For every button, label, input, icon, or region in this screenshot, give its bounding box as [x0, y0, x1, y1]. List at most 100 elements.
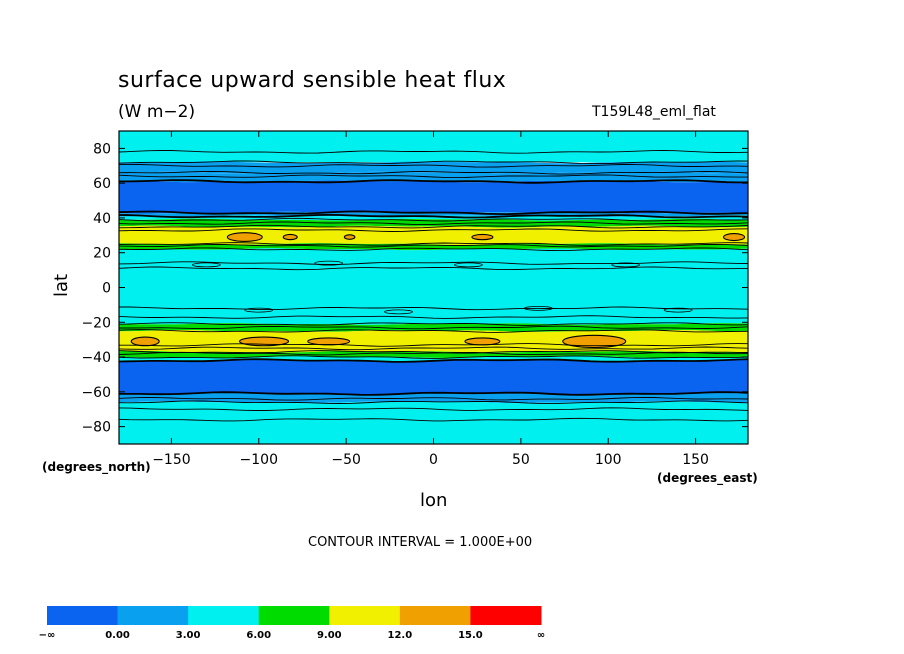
y-tick-label: −20: [81, 315, 111, 331]
contour-line: [119, 221, 748, 226]
chart-title: surface upward sensible heat flux: [118, 68, 507, 93]
contour-band: [119, 401, 748, 444]
contour-line: [119, 346, 748, 351]
contour-line: [119, 247, 748, 252]
warm-spot: [464, 337, 501, 346]
contour-lines: [119, 150, 748, 422]
contour-loop: [454, 262, 483, 268]
contour-line: [119, 325, 748, 330]
contour-line: [119, 417, 748, 422]
colorbar-label: ∞: [537, 630, 545, 641]
x-tick-label: −100: [240, 452, 278, 468]
contour-line: [119, 329, 748, 333]
x-tick-label: −50: [331, 452, 361, 468]
contour-loop: [523, 305, 553, 311]
contour-line: [119, 228, 748, 232]
contour-band: [119, 180, 748, 214]
x-units-label: (degrees_east): [657, 471, 758, 485]
colorbar-label: 15.0: [458, 630, 483, 641]
contour-loop: [314, 260, 344, 266]
contour-line: [119, 306, 748, 311]
contour-line: [119, 242, 748, 246]
contour-line: [119, 213, 748, 219]
y-tick-label: 60: [93, 176, 111, 192]
warm-spot: [307, 337, 351, 346]
colorbar-label: −∞: [39, 630, 56, 641]
x-tick-label: 100: [595, 452, 622, 468]
contour-line: [119, 160, 748, 165]
y-tick-label: 0: [102, 281, 111, 297]
warm-spot: [722, 233, 746, 242]
run-name: T159L48_eml_flat: [592, 104, 716, 120]
colorbar-label: 6.00: [246, 630, 271, 641]
contour-loop: [191, 262, 221, 268]
warm-spot: [226, 232, 263, 242]
contour-loop: [611, 262, 641, 268]
contour-line: [119, 243, 748, 248]
y-tick-label: 40: [93, 211, 111, 227]
colorbar-swatch: [47, 606, 119, 625]
contour-interval: CONTOUR INTERVAL = 1.000E+00: [308, 535, 533, 550]
colorbar-swatch: [329, 606, 401, 625]
contour-line: [119, 210, 748, 216]
contour-line: [119, 391, 748, 396]
contour-line: [119, 396, 748, 401]
colorbar-label: 9.00: [317, 630, 342, 641]
contour-line: [119, 315, 748, 319]
filled-contours: [119, 131, 748, 444]
colorbar-swatch: [117, 606, 189, 625]
colorbar-swatch: [470, 606, 542, 625]
x-axis-label: lon: [420, 490, 448, 511]
warm-spot: [471, 233, 494, 241]
colorbar-swatch: [188, 606, 260, 625]
contour-line: [119, 400, 748, 405]
contour-loop: [384, 309, 413, 315]
y-tick-label: 20: [93, 246, 111, 262]
colorbar: −∞ 0.00 3.00 6.00 9.00 12.0 15.0 ∞: [39, 606, 545, 641]
warm-spots: [130, 232, 746, 349]
y-tick-label: −80: [81, 420, 111, 436]
contour-line: [119, 358, 748, 363]
contour-band: [119, 225, 748, 245]
y-tick-label: 80: [93, 141, 111, 157]
colorbar-swatch: [399, 606, 471, 625]
contour-line: [119, 407, 748, 411]
x-axis: −150 −100 −50 0 50 100 150: [152, 131, 709, 468]
chart-units: (W m−2): [118, 102, 196, 122]
contour-line: [119, 150, 748, 154]
contour-line: [119, 351, 748, 356]
contour-line: [119, 343, 748, 347]
x-tick-label: 50: [512, 452, 530, 468]
contour-band: [119, 248, 748, 325]
warm-spot: [343, 234, 356, 240]
contour-line: [119, 224, 748, 229]
colorbar-swatch: [258, 606, 330, 625]
y-units-label: (degrees_north): [42, 460, 151, 474]
contour-line: [119, 350, 748, 354]
contour-line: [119, 163, 748, 168]
contour-band: [119, 356, 748, 362]
warm-spot: [282, 233, 298, 241]
contour-line: [119, 174, 748, 179]
contour-line: [119, 355, 748, 359]
y-tick-label: −40: [81, 350, 111, 366]
contour-band: [119, 131, 748, 163]
y-axis: 80 60 40 20 0 −20 −40 −60 −80: [81, 141, 748, 436]
contour-loop: [244, 307, 274, 313]
contour-band: [119, 161, 748, 174]
colorbar-label: 12.0: [388, 630, 413, 641]
contour-band: [119, 323, 748, 332]
contour-line: [119, 261, 748, 265]
contour-loop: [663, 307, 693, 313]
contour-line: [119, 217, 748, 222]
contour-line: [119, 266, 748, 271]
contour-line: [119, 322, 748, 326]
y-tick-label: −60: [81, 385, 111, 401]
contour-line: [119, 179, 748, 184]
contour-band: [119, 359, 748, 395]
colorbar-label: 0.00: [105, 630, 130, 641]
x-tick-label: −150: [152, 452, 190, 468]
colorbar-label: 3.00: [176, 630, 201, 641]
warm-spot: [130, 336, 160, 347]
